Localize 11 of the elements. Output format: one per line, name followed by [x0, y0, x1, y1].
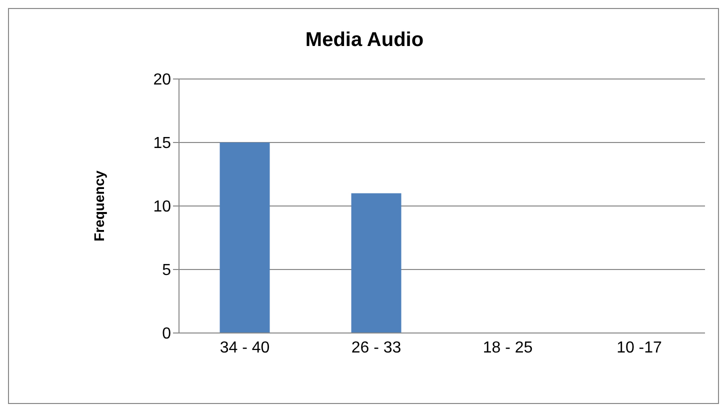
- chart-title: Media Audio: [304, 29, 425, 52]
- x-tick-label: 18 - 25: [482, 339, 533, 356]
- y-tick-label: 15: [153, 135, 172, 152]
- y-axis-title: Frequency: [90, 170, 107, 242]
- y-tick-label: 10: [153, 198, 172, 216]
- y-tick-label: 5: [162, 262, 172, 280]
- x-tick-label: 10 -17: [616, 339, 662, 356]
- y-tick-label: 0: [162, 326, 172, 343]
- x-tick-label: 34 - 40: [220, 339, 270, 356]
- x-tick-label: 26 - 33: [351, 339, 402, 356]
- y-tick-label: 20: [153, 72, 172, 89]
